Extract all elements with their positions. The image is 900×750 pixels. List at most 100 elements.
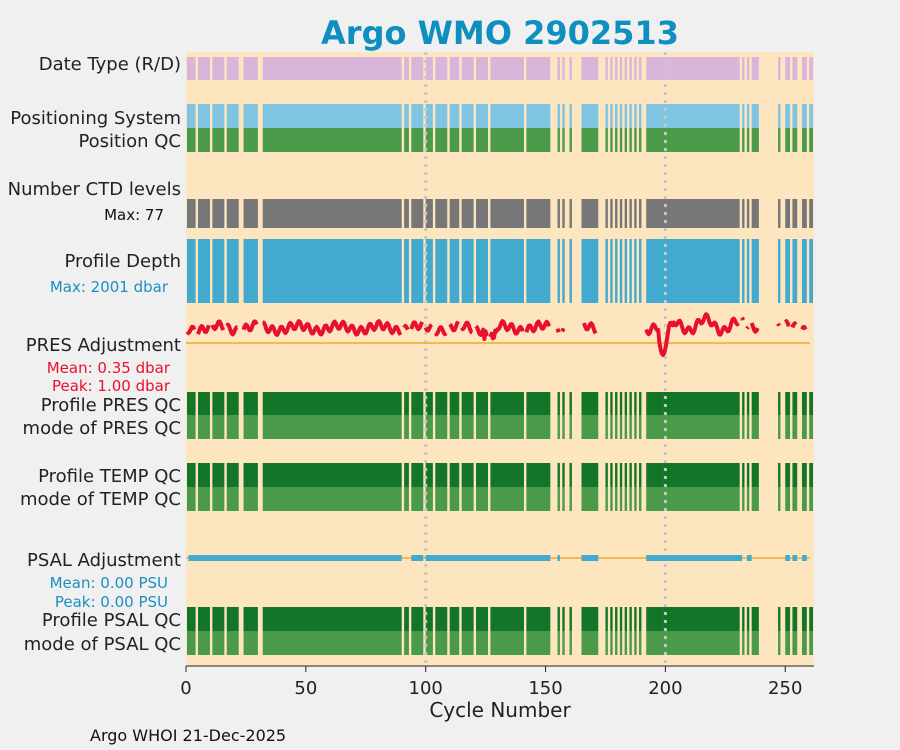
bar-positioning-system — [187, 104, 813, 128]
gap-strip-33 — [797, 52, 803, 666]
x-tick-label-150: 150 — [528, 678, 562, 699]
pres-trace-segment-1 — [196, 324, 211, 335]
psal-trace-segment-9 — [802, 555, 807, 561]
gap-strip-8 — [432, 52, 436, 666]
gap-strip-21 — [617, 52, 620, 666]
psal-trace-segment-1 — [411, 555, 424, 561]
note-psal-peak: Peak: 0.00 PSU — [55, 593, 168, 611]
bar-date-type-r-d — [187, 57, 813, 80]
gap-strip-9 — [447, 52, 450, 666]
gap-strip-4 — [257, 52, 263, 666]
label-mode-temp-qc: mode of TEMP QC — [20, 489, 181, 510]
gap-strip-1 — [209, 52, 213, 666]
pres-trace-segment-15 — [555, 327, 561, 333]
pres-trace-segment-10 — [448, 320, 460, 333]
x-tick-label-100: 100 — [409, 678, 443, 699]
gap-strip-29 — [749, 52, 752, 666]
pres-trace-segment-12 — [474, 324, 489, 341]
label-mode-psal-qc: mode of PSAL QC — [24, 634, 181, 655]
bar-profile-pres-qc — [187, 392, 813, 415]
pres-trace-segment-20 — [740, 316, 746, 321]
psal-trace-segment-8 — [792, 555, 798, 561]
psal-trace-segment-6 — [746, 555, 752, 561]
gap-strip-22 — [622, 52, 625, 666]
psal-trace-segment-3 — [557, 555, 560, 561]
x-axis-label: Cycle Number — [429, 698, 571, 722]
gap-strip-15 — [559, 52, 563, 666]
label-position-qc: Position QC — [78, 131, 181, 152]
bar-profile-temp-qc — [187, 463, 813, 487]
label-profile-depth: Profile Depth — [64, 251, 181, 272]
pres-trace-segment-4 — [241, 319, 259, 333]
pres-trace-segment-16 — [560, 327, 566, 333]
gap-strip-26 — [641, 52, 647, 666]
pres-trace-segment-22 — [749, 322, 760, 334]
gap-strip-10 — [459, 52, 462, 666]
pres-trace-segment-25 — [790, 321, 798, 329]
note-ctd-max: Max: 77 — [104, 206, 164, 224]
pres-trace-segment-0 — [185, 324, 197, 336]
psal-trace-segment-2 — [425, 555, 551, 561]
plot-background — [186, 52, 814, 666]
pres-trace-segment-18 — [582, 321, 598, 335]
pres-trace-segment-7 — [409, 320, 424, 332]
gap-strip-11 — [473, 52, 477, 666]
label-pres-adjustment: PRES Adjustment — [26, 335, 181, 356]
pres-trace-segment-24 — [784, 319, 791, 328]
gap-strip-28 — [744, 52, 747, 666]
qc-bars — [187, 57, 813, 655]
x-tick-label-50: 50 — [294, 678, 317, 699]
label-mode-pres-qc: mode of PRES QC — [23, 418, 181, 439]
bar-profile-psal-qc — [187, 607, 813, 631]
pres-trace-segment-9 — [433, 325, 448, 337]
bar-mode-of-psal-qc — [187, 631, 813, 655]
bar-position-qc — [187, 128, 813, 152]
label-profile-temp-qc: Profile TEMP QC — [38, 466, 181, 487]
gap-strip-31 — [780, 52, 786, 666]
note-depth-max: Max: 2001 dbar — [50, 278, 169, 296]
gap-strip-19 — [607, 52, 611, 666]
row-labels: Date Type (R/D) Positioning System Posit… — [8, 54, 181, 655]
note-pres-mean: Mean: 0.35 dbar — [47, 359, 171, 377]
bar-mode-of-temp-qc — [187, 487, 813, 511]
gap-strip-17 — [571, 52, 582, 666]
psal-adjustment-trace — [186, 555, 810, 561]
x-tick-label-250: 250 — [768, 678, 802, 699]
gap-strip-12 — [488, 52, 491, 666]
gap-strip-18 — [598, 52, 606, 666]
label-psal-adjustment: PSAL Adjustment — [27, 550, 181, 571]
gap-strip-2 — [224, 52, 227, 666]
label-profile-pres-qc: Profile PRES QC — [41, 395, 181, 416]
pres-trace-segment-21 — [745, 325, 750, 330]
bar-number-ctd-levels — [187, 199, 813, 228]
gap-strip-25 — [636, 52, 640, 666]
note-pres-peak: Peak: 1.00 dbar — [52, 377, 171, 395]
x-tick-label-0: 0 — [180, 678, 191, 699]
psal-trace-segment-4 — [581, 555, 599, 561]
pres-trace-segment-2 — [210, 319, 226, 332]
pres-trace-segment-8 — [423, 323, 434, 333]
psal-trace-segment-7 — [785, 555, 791, 561]
bar-mode-of-pres-qc — [187, 415, 813, 439]
gap-strip-24 — [631, 52, 635, 666]
gap-strip-0 — [195, 52, 198, 666]
gap-strip-6 — [408, 52, 412, 666]
pres-adjustment-trace — [185, 312, 810, 357]
gap-strip-13 — [523, 52, 527, 666]
label-number-ctd-levels: Number CTD levels — [8, 179, 181, 200]
psal-trace-segment-0 — [188, 555, 402, 561]
pres-trace-segment-11 — [460, 320, 474, 335]
gap-strip-30 — [758, 52, 779, 666]
gap-strip-20 — [612, 52, 616, 666]
note-psal-mean: Mean: 0.00 PSU — [50, 574, 168, 592]
gap-strip-34 — [806, 52, 810, 666]
gap-strip-32 — [790, 52, 793, 666]
pres-trace-segment-14 — [524, 319, 551, 334]
label-positioning-system: Positioning System — [10, 108, 181, 129]
plot-area: 0 50 100 150 200 250 — [180, 52, 814, 699]
gap-strip-23 — [627, 52, 630, 666]
gap-strip-7 — [423, 52, 426, 666]
footer-credit: Argo WHOI 21-Dec-2025 — [90, 726, 286, 745]
label-date-type: Date Type (R/D) — [39, 54, 181, 75]
